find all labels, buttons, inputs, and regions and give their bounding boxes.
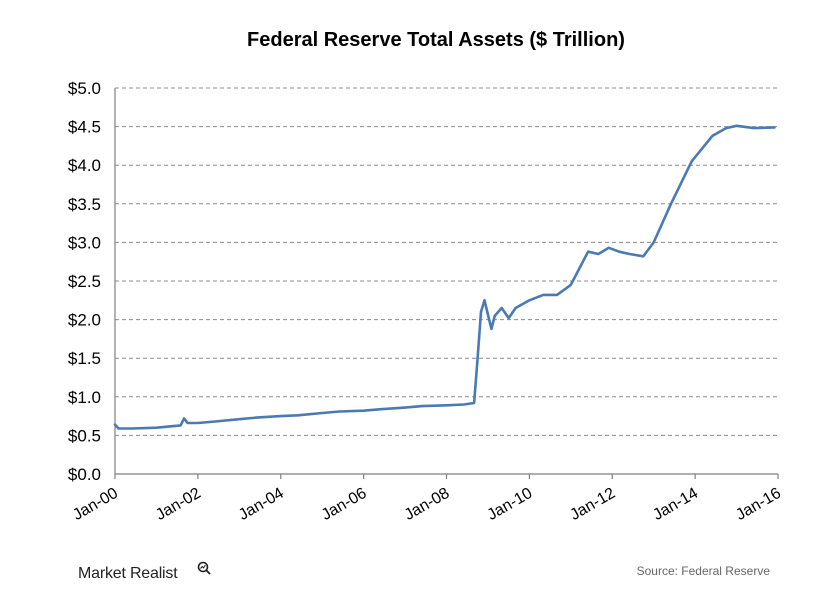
y-tick-label: $4.5 <box>68 118 101 137</box>
series-line-total-assets <box>113 124 776 430</box>
source-note: Source: Federal Reserve <box>637 564 771 578</box>
x-tick-label: Jan-04 <box>236 485 287 524</box>
chart-magnifier-icon <box>197 561 211 575</box>
axes <box>114 88 779 479</box>
y-tick-label: $2.0 <box>68 311 101 330</box>
x-tick-label: Jan-02 <box>153 485 204 524</box>
x-tick-label: Jan-10 <box>485 485 536 524</box>
series-layer <box>113 124 776 430</box>
x-tick-label: Jan-16 <box>733 485 784 524</box>
x-tick-label: Jan-14 <box>650 485 701 524</box>
y-tick-label: $0.0 <box>68 465 101 484</box>
y-tick-label: $5.0 <box>68 79 101 98</box>
y-tick-labels: $0.0 $0.5 $1.0 $1.5 $2.0 $2.5 $3.0 $3.5 $4.0 $4.5… <box>68 79 101 484</box>
gridlines <box>115 87 778 436</box>
y-tick-label: $4.0 <box>68 156 101 175</box>
x-tick-label: Jan-12 <box>567 485 618 524</box>
x-tick-label: Jan-08 <box>402 485 453 524</box>
x-tick-label: Jan-00 <box>70 485 121 524</box>
y-tick-label: $2.5 <box>68 272 101 291</box>
y-tick-label: $3.5 <box>68 195 101 214</box>
y-tick-label: $3.0 <box>68 233 101 252</box>
y-tick-label: $1.5 <box>68 349 101 368</box>
chart-title: Federal Reserve Total Assets ($ Trillion… <box>247 29 625 51</box>
y-tick-label: $0.5 <box>68 426 101 445</box>
x-tick-labels: Jan-00 Jan-02 Jan-04 Jan-06 Jan-08 Jan-10 Jan-… <box>70 485 784 524</box>
y-tick-label: $1.0 <box>68 388 101 407</box>
x-tick-label: Jan-06 <box>319 485 370 524</box>
brand-logo-text: Market Realist <box>78 565 178 582</box>
